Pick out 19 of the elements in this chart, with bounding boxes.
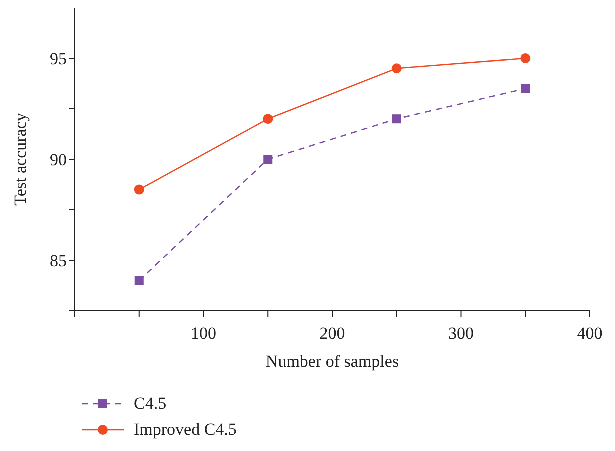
point: [264, 155, 273, 164]
x-axis-title: Number of samples: [266, 352, 400, 371]
point: [520, 54, 531, 64]
x-tick-label: 300: [448, 324, 474, 344]
legend-label: C4.5: [134, 394, 167, 414]
point: [392, 64, 402, 74]
x-tick-label: 100: [191, 324, 216, 344]
point: [134, 184, 144, 195]
point: [134, 276, 144, 286]
point: [521, 84, 530, 94]
legend-label: Improved C4.5: [134, 420, 237, 440]
point: [392, 114, 402, 124]
y-tick-label: 95: [50, 50, 67, 69]
x-tick-label: 200: [320, 324, 346, 344]
point: [263, 114, 274, 124]
x-tick-label: 400: [577, 324, 603, 344]
y-tick-label: 90: [50, 150, 67, 170]
y-tick-label: 85: [50, 252, 67, 271]
y-axis-title: Test accuracy: [11, 112, 30, 206]
